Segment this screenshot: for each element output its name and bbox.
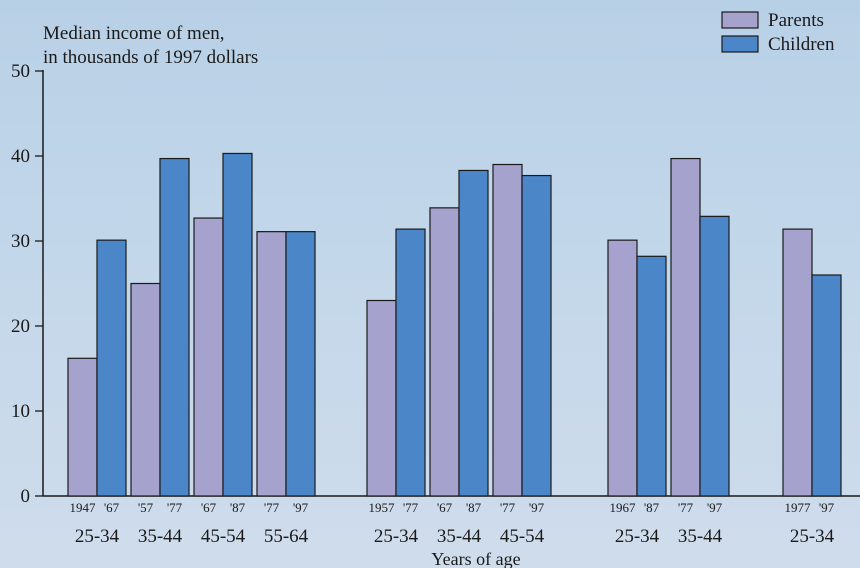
age-group-label: 25-34 — [790, 526, 835, 547]
year-label-parent: 1977 — [785, 500, 812, 515]
age-group-label: 35-44 — [437, 526, 482, 547]
age-group-label: 25-34 — [615, 526, 660, 547]
y-axis-title-line2: in thousands of 1997 dollars — [43, 47, 258, 68]
year-label-parent: '67 — [201, 500, 217, 515]
year-label-child: '97 — [707, 500, 723, 515]
year-label-parent: 1947 — [70, 500, 97, 515]
bar-children — [223, 153, 252, 496]
age-group-label: 25-34 — [75, 526, 120, 547]
x-axis-title: Years of age — [431, 549, 520, 568]
year-label-child: '97 — [529, 500, 545, 515]
bar-parents — [68, 358, 97, 496]
legend-label-children: Children — [768, 34, 835, 55]
year-label-parent: '57 — [138, 500, 154, 515]
y-tick-label: 10 — [11, 401, 30, 422]
y-tick-label: 20 — [11, 316, 30, 337]
year-label-parent: 1967 — [610, 500, 637, 515]
bar-parents — [131, 284, 160, 497]
year-label-parent: '77 — [500, 500, 516, 515]
year-label-parent: '77 — [678, 500, 694, 515]
age-group-label: 45-54 — [201, 526, 246, 547]
year-label-child: '87 — [230, 500, 246, 515]
legend: Parents Children — [722, 10, 835, 55]
year-label-parent: 1957 — [369, 500, 396, 515]
y-tick-label: 50 — [11, 61, 30, 82]
y-tick-label: 40 — [11, 146, 30, 167]
bar-parents — [367, 301, 396, 497]
age-group-label: 35-44 — [138, 526, 183, 547]
bar-parents — [608, 240, 637, 496]
age-group-label: 25-34 — [374, 526, 419, 547]
bars-group — [68, 153, 841, 496]
bar-parents — [257, 232, 286, 496]
bar-parents — [493, 165, 522, 497]
x-axis-labels: 1947 '67 25-34 '57 '77 35-44 '67 '87 45-54 '77 '97… — [70, 500, 835, 547]
y-tick-label: 0 — [21, 486, 31, 507]
legend-swatch-parents — [722, 12, 758, 28]
legend-swatch-children — [722, 36, 758, 52]
year-label-child: '97 — [819, 500, 835, 515]
age-group-label: 55-64 — [264, 526, 309, 547]
y-axis-title-line1: Median income of men, — [43, 23, 225, 44]
year-label-child: '67 — [104, 500, 120, 515]
bar-children — [700, 216, 729, 496]
year-label-child: '77 — [403, 500, 419, 515]
bar-children — [396, 229, 425, 496]
bar-children — [637, 256, 666, 496]
year-label-child: '87 — [644, 500, 660, 515]
y-axis-ticks: 0 10 20 30 40 50 — [11, 61, 43, 507]
bar-children — [522, 176, 551, 496]
bar-parents — [194, 218, 223, 496]
year-label-parent: '77 — [264, 500, 280, 515]
age-group-label: 45-54 — [500, 526, 545, 547]
bar-children — [459, 170, 488, 496]
year-label-child: '87 — [466, 500, 482, 515]
bar-parents — [430, 208, 459, 496]
age-group-label: 35-44 — [678, 526, 723, 547]
year-label-child: '97 — [293, 500, 309, 515]
bar-children — [812, 275, 841, 496]
legend-label-parents: Parents — [768, 10, 824, 31]
year-label-parent: '67 — [437, 500, 453, 515]
bar-parents — [671, 159, 700, 496]
bar-children — [160, 159, 189, 496]
year-label-child: '77 — [167, 500, 183, 515]
bar-children — [97, 240, 126, 496]
bar-parents — [783, 229, 812, 496]
y-tick-label: 30 — [11, 231, 30, 252]
bar-children — [286, 232, 315, 496]
